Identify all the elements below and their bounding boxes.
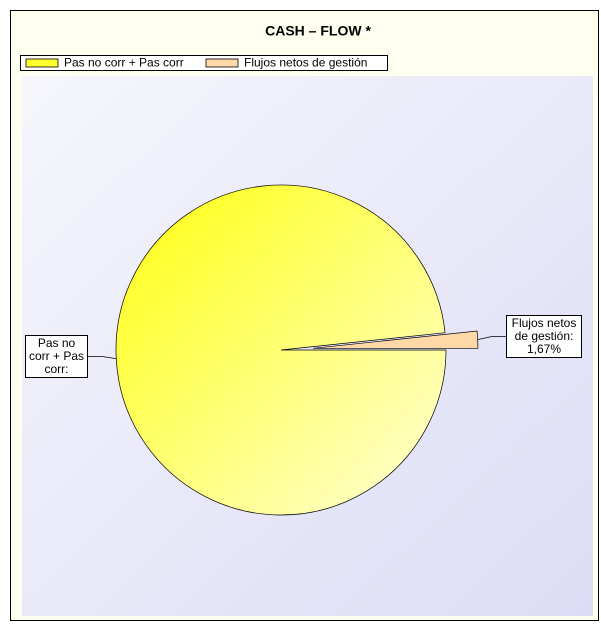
data-label-box: Pas no corr + Pas corr: (25, 335, 88, 378)
leader-line (477, 336, 506, 341)
legend-swatch (205, 58, 239, 68)
data-label: Flujos netos de gestión: 1,67% (506, 315, 582, 358)
legend (20, 55, 388, 71)
data-label-box: Flujos netos de gestión: 1,67% (506, 315, 582, 358)
legend-label: Pas no corr + Pas corr (64, 56, 184, 70)
pie-slice (312, 330, 479, 349)
data-label: Pas no corr + Pas corr: (25, 335, 88, 378)
pie-slice (115, 184, 447, 516)
leader-line (88, 356, 117, 360)
legend-swatch (25, 58, 59, 68)
legend-label: Flujos netos de gestión (244, 56, 367, 70)
chart-title: CASH – FLOW * (265, 23, 371, 39)
